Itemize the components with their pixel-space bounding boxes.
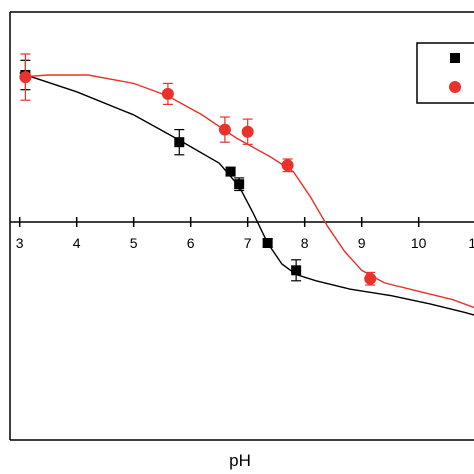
x-tick-label: 4 (73, 235, 81, 251)
data-point-series-2 (19, 53, 32, 101)
circle-marker (161, 87, 174, 100)
legend-marker-series-1 (450, 53, 460, 63)
x-tick-label: 3 (16, 235, 24, 251)
x-tick-label: 11 (468, 235, 474, 251)
fit-curve-series-2 (19, 74, 474, 309)
circle-marker (218, 123, 231, 136)
data-point-series-1 (225, 166, 236, 177)
legend-box (416, 42, 474, 104)
data-point-series-1 (174, 129, 185, 156)
x-axis-title: pH (229, 451, 251, 470)
fit-curve-series-1 (19, 72, 474, 316)
circle-marker (241, 125, 254, 138)
x-tick-label: 10 (411, 235, 427, 251)
x-tick-label: 6 (187, 235, 195, 251)
x-tick-labels: 3 4 5 6 7 8 9 10 11 (16, 235, 474, 251)
zero-axis (10, 217, 474, 227)
data-point-series-2 (281, 158, 294, 173)
data-point-series-1 (234, 177, 245, 192)
x-tick-label: 8 (301, 235, 309, 251)
x-tick-label: 5 (130, 235, 138, 251)
data-points (19, 53, 377, 286)
data-point-series-2 (218, 116, 231, 143)
data-point-series-1 (262, 238, 273, 248)
square-marker (234, 179, 245, 190)
circle-marker (281, 159, 294, 172)
x-tick-label: 7 (244, 235, 252, 251)
square-marker (291, 265, 302, 276)
square-marker (174, 137, 185, 148)
data-point-series-1 (291, 259, 302, 282)
square-marker (225, 166, 236, 177)
square-marker (262, 238, 273, 248)
legend (416, 42, 474, 104)
x-tick-label: 9 (358, 235, 366, 251)
circle-marker (364, 272, 377, 285)
data-point-series-2 (161, 82, 174, 106)
legend-marker-series-2 (449, 81, 461, 93)
circle-marker (19, 71, 32, 84)
plot-frame (9, 11, 474, 441)
data-point-series-2 (364, 271, 377, 286)
data-point-series-2 (241, 118, 254, 145)
fit-curves (19, 72, 474, 316)
